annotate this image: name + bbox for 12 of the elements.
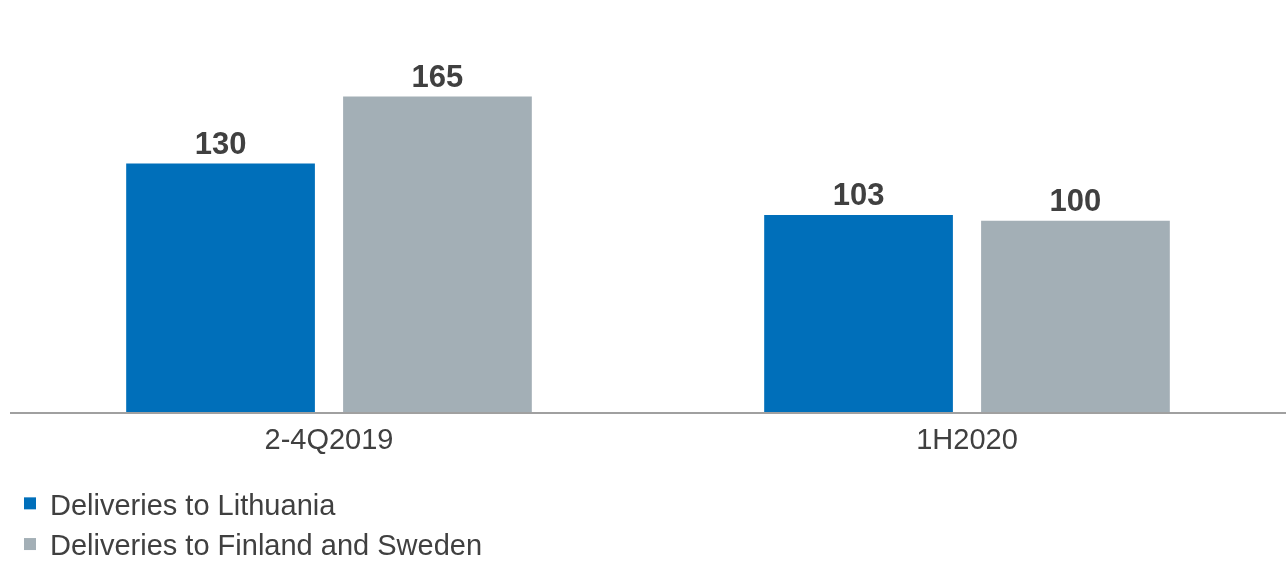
data-label: 100 xyxy=(1049,182,1102,218)
data-label: 103 xyxy=(832,177,885,213)
bar xyxy=(343,96,532,412)
legend-label: Deliveries to Finland and Sweden xyxy=(50,529,483,562)
bar xyxy=(981,220,1170,412)
data-label: 165 xyxy=(411,58,464,94)
x-tick-label: 1H2020 xyxy=(916,422,1018,455)
data-label: 130 xyxy=(194,125,247,161)
x-tick-label: 2-4Q2019 xyxy=(264,422,394,455)
legend-label: Deliveries to Lithuania xyxy=(50,488,337,521)
bar xyxy=(126,163,315,412)
bar xyxy=(764,215,953,412)
